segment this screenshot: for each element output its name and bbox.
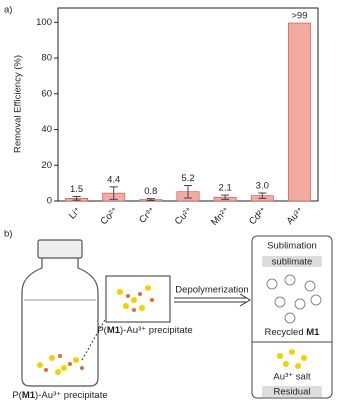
value-label: >99 (291, 11, 307, 22)
bottle-precipitate (37, 354, 84, 375)
text: Recycled (265, 327, 307, 338)
y-tick-label: 80 (41, 53, 52, 64)
x-tick-label: Cr³⁺ (137, 205, 158, 226)
inset-precipitate (117, 285, 154, 312)
y-tick-label: 0 (47, 196, 52, 207)
error-bar (184, 184, 192, 199)
panel-label: b) (4, 229, 12, 240)
recycled-molecules (266, 274, 322, 324)
y-tick-label: 100 (36, 17, 52, 28)
text: M1 (107, 325, 121, 336)
inset-label: P(M1)-Au³⁺ precipitate (97, 325, 192, 336)
x-tick-label: Cu²⁺ (173, 205, 195, 227)
y-tick-label: 60 (41, 88, 52, 99)
text: P( (97, 325, 107, 336)
text: )-Au³⁺ precipitate (35, 390, 108, 401)
x-tick-label: Au³⁺ (285, 205, 307, 227)
value-label: 4.4 (107, 174, 120, 185)
band-label: sublimate (272, 257, 313, 268)
error-bar (109, 186, 118, 200)
x-tick-label: Li⁺ (67, 205, 84, 222)
band (262, 386, 322, 397)
band (262, 256, 322, 267)
zoom-line (81, 317, 107, 361)
salt (277, 349, 307, 369)
bottle (21, 239, 99, 387)
x-tick-label: Mn²⁺ (209, 205, 232, 228)
band-label: Residual (274, 387, 311, 398)
error-bar (258, 192, 267, 199)
text: M1 (306, 327, 320, 338)
bottle-label: P(M1)-Au³⁺ precipitate (12, 390, 107, 401)
error-bar (72, 196, 81, 201)
text: )-Au³⁺ precipitate (120, 325, 193, 336)
value-label: 5.2 (181, 173, 194, 184)
panel-label: a) (4, 5, 12, 16)
value-label: 1.5 (70, 184, 83, 195)
value-label: 2.1 (219, 183, 232, 194)
bar (287, 22, 311, 202)
recycled-label: Recycled M1 (265, 327, 321, 338)
y-tick-label: 20 (41, 160, 52, 171)
value-label: 0.8 (144, 186, 157, 197)
value-label: 3.0 (256, 180, 269, 191)
text: P( (12, 390, 22, 401)
salt-label: Au³⁺ salt (273, 372, 311, 383)
box-title: Sublimation (267, 241, 317, 252)
arrow-label: Depolymerization (175, 285, 248, 296)
inset-box (105, 275, 171, 323)
arrow (174, 293, 251, 307)
error-bar (221, 194, 230, 200)
x-tick-label: Co²⁺ (98, 205, 120, 227)
y-tick-label: 40 (41, 124, 52, 135)
text: M1 (22, 390, 36, 401)
error-bar (146, 198, 155, 201)
y-axis-label: Removal Efficiency (%) (13, 55, 24, 153)
x-tick-label: Cd²⁺ (247, 205, 269, 227)
